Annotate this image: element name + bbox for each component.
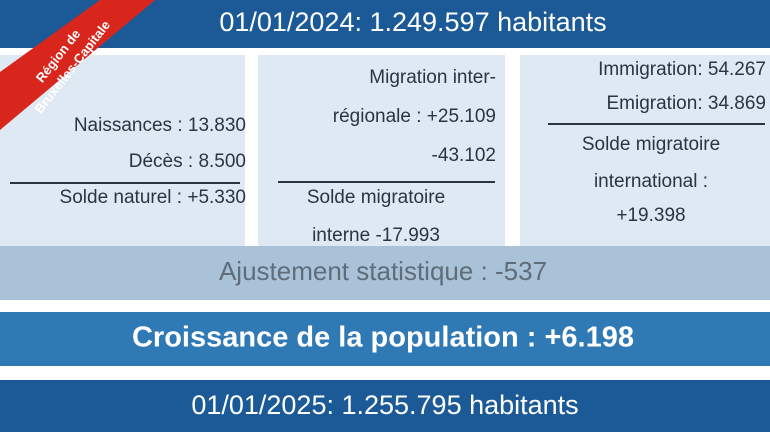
panel-total: interne -17.993	[312, 225, 440, 246]
panel-total: Solde naturel : +5.330	[60, 187, 246, 208]
panel-line: Immigration: 54.267	[598, 59, 766, 80]
adjustment-band	[0, 246, 770, 300]
adjustment: Ajustement statistique : -537	[219, 256, 547, 286]
panel-line: Migration inter-	[369, 67, 496, 88]
panel-total: Solde migratoire	[582, 134, 720, 155]
growth: Croissance de la population : +6.198	[132, 322, 634, 354]
panel-total: international :	[594, 171, 708, 192]
panel	[520, 55, 770, 247]
panel-line: Emigration: 34.869	[607, 93, 767, 114]
panel-line: -43.102	[432, 145, 496, 166]
panel-line: Décès : 8.500	[129, 151, 246, 172]
growth-band	[0, 312, 770, 366]
panel-line: Naissances : 13.830	[74, 115, 246, 136]
footer-title: 01/01/2025: 1.255.795 habitants	[191, 390, 578, 420]
panel	[258, 55, 505, 247]
header-title: 01/01/2024: 1.249.597 habitants	[219, 7, 606, 37]
panel-total: Solde migratoire	[307, 187, 445, 208]
footer-band	[0, 380, 770, 432]
panel-total: +19.398	[616, 205, 685, 226]
ribbon	[0, 0, 155, 130]
panel-line: régionale : +25.109	[333, 106, 496, 127]
